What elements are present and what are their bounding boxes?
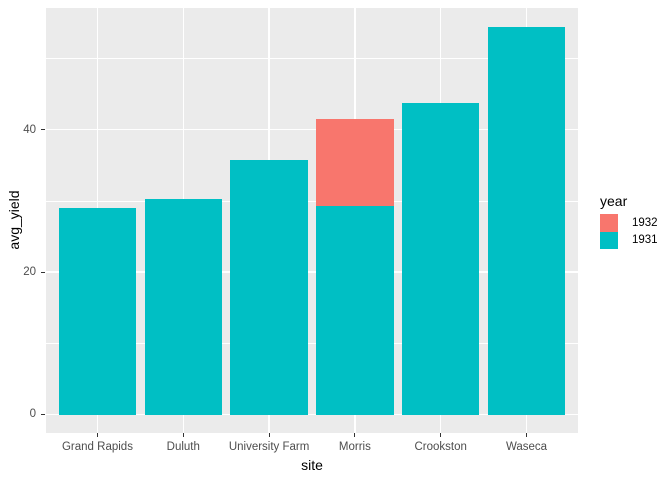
legend-label-1932: 1932 [632,216,658,229]
bar-university-farm-1931 [230,159,308,415]
x-tick-mark-morris [354,433,356,437]
y-tick-label-40: 40 [23,123,36,136]
x-tick-label-crookston: Crookston [414,441,467,453]
plot-panel [46,8,578,433]
bar-morris-1931 [316,205,394,415]
x-tick-mark-grand-rapids [96,433,98,437]
x-tick-label-morris: Morris [338,441,371,453]
y-tick-label-20: 20 [23,266,36,279]
gridline-minor-30 [46,200,578,202]
gridline-minor-10 [46,342,578,344]
y-tick-label-0: 0 [29,408,36,421]
x-tick-mark-duluth [182,433,184,437]
legend-label-1931: 1931 [632,234,658,247]
gridline-major-20 [46,271,578,273]
y-tick-mark-0 [41,413,45,415]
y-tick-mark-40 [41,129,45,131]
legend-entry-1932: 1932 [600,214,658,232]
y-tick-mark-20 [41,271,45,273]
x-tick-label-university-farm: University Farm [228,441,310,453]
legend-swatch-1932 [600,214,618,232]
legend-entry-1931: 1931 [600,231,658,249]
x-tick-mark-waseca [526,433,528,437]
legend-swatch-1931 [600,231,618,249]
x-tick-label-grand-rapids: Grand Rapids [61,441,133,453]
y-axis-title: avg_yield [6,190,22,250]
gridline-major-0 [46,413,578,416]
x-tick-mark-university-farm [268,433,270,437]
gridline-minor-50 [46,58,578,59]
x-tick-label-duluth: Duluth [166,441,200,453]
x-tick-mark-crookston [440,433,442,437]
x-tick-label-waseca: Waseca [505,441,548,453]
gridline-major-40 [46,128,578,131]
bar-duluth-1931 [144,198,222,415]
legend-entries: 1932 1931 [600,214,658,249]
bar-grand-rapids-1931 [58,208,137,415]
bar-waseca-1931 [487,27,566,415]
legend-title: year [600,193,628,209]
x-axis-title: site [301,457,323,473]
legend: year 1932 1931 [600,193,658,249]
bar-crookston-1931 [402,103,480,415]
